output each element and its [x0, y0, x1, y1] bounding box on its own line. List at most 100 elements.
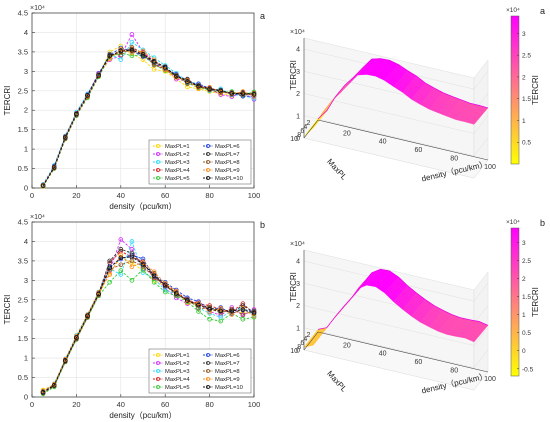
data-point	[174, 291, 179, 296]
legend-label: MaxPL=6	[215, 144, 240, 150]
x-axis-label: density（pcu/km）	[109, 202, 176, 211]
y-tick-label: 4.5	[18, 218, 28, 227]
data-point	[218, 308, 224, 314]
legend-swatch-marker	[206, 369, 210, 373]
legend-swatch-marker	[156, 168, 160, 172]
maxpl-tick-label: 4	[303, 336, 307, 343]
data-point	[118, 57, 124, 62]
data-point	[118, 255, 124, 261]
maxpl-tick-label: 10	[290, 348, 298, 355]
y-tick-label: 3.5	[18, 256, 28, 265]
data-point	[251, 310, 257, 316]
colorbar-tick-label: 1	[522, 312, 526, 319]
density-tick-label: 60	[415, 147, 423, 154]
density-tick-label: 100	[484, 376, 496, 383]
data-point	[51, 383, 57, 388]
colorbar-tick-label: 1	[522, 118, 526, 125]
data-point	[251, 91, 257, 97]
maxpl-tick-label: 8	[297, 344, 301, 351]
data-point	[129, 48, 135, 53]
data-point	[240, 91, 246, 96]
y-tick-label: 0	[24, 184, 28, 193]
legend-label: MaxPL=9	[215, 168, 240, 174]
density-axis	[317, 119, 489, 161]
data-point	[196, 309, 201, 314]
legend-swatch-marker	[156, 160, 160, 164]
legend-box	[148, 348, 252, 394]
data-point	[107, 53, 112, 59]
z-tick-label: 3	[296, 69, 300, 76]
data-point	[185, 79, 190, 84]
z-gridline	[303, 115, 475, 157]
maxpl-tick-label: 2	[307, 332, 311, 339]
colorbar-exponent-label: ×10⁴	[506, 7, 520, 14]
colorbar-tick-label: 2	[522, 276, 526, 283]
data-point	[107, 272, 112, 277]
data-point	[129, 239, 135, 244]
x-tick-label: 20	[72, 400, 80, 409]
data-point	[129, 278, 135, 283]
z-tick-label: 2	[296, 303, 300, 310]
panel-letter: b	[540, 218, 545, 228]
y-tick-label: 2.5	[18, 86, 28, 95]
data-point	[240, 316, 246, 322]
legend-label: MaxPL=4	[165, 168, 190, 174]
x-tick-label: 100	[248, 400, 261, 409]
y-axis-label: TERCRI	[3, 295, 12, 325]
maxpl-axis-label: MaxPL	[325, 157, 349, 182]
surface-panel-b: 2040608010024681001234×10⁴TERCRIdensity（…	[289, 218, 545, 396]
data-point	[107, 56, 112, 62]
data-point	[118, 48, 124, 54]
legend-swatch-marker	[156, 152, 160, 156]
x-axis-label: density（pcu/km）	[109, 411, 176, 420]
x-tick-label: 100	[248, 191, 261, 200]
maxpl-axis	[303, 331, 319, 351]
data-point	[174, 288, 179, 294]
z-gridline	[473, 282, 489, 302]
data-point	[251, 94, 257, 99]
legend-swatch-marker	[156, 176, 160, 180]
data-point	[196, 302, 201, 308]
colorbar-tick-label: 1.5	[522, 96, 531, 103]
data-point	[185, 298, 190, 303]
data-point	[74, 111, 79, 117]
z-gridline	[473, 349, 489, 368]
data-point	[140, 48, 146, 54]
colorbar	[510, 227, 520, 377]
y-tick-label: 4	[24, 237, 28, 246]
density-tick-label: 20	[343, 342, 351, 349]
data-point	[118, 262, 124, 268]
colorbar	[510, 15, 520, 165]
data-point	[207, 306, 212, 312]
legend: MaxPL=1 MaxPL=2 MaxPL=3 MaxPL=4 MaxPL=5 MaxPL…	[148, 348, 252, 394]
z-gridline	[473, 327, 489, 346]
data-point	[85, 93, 90, 98]
density-tick-label: 80	[450, 368, 458, 375]
legend-label: MaxPL=2	[165, 361, 190, 367]
x-tick-label: 40	[117, 191, 125, 200]
z-gridline	[473, 305, 489, 324]
data-point	[240, 89, 246, 94]
data-point	[40, 183, 46, 188]
legend-label: MaxPL=2	[165, 152, 190, 158]
colorbar-tick-label: 3	[522, 240, 526, 247]
data-point	[240, 312, 246, 317]
data-point	[107, 265, 112, 271]
data-point	[118, 237, 124, 242]
data-point	[129, 39, 135, 45]
surface-panel-a: 2040608010024681001234×10⁴TERCRIdensity（…	[289, 6, 545, 184]
z-tick-label: 0	[296, 136, 300, 143]
surface-front-edge	[317, 58, 489, 119]
panel-letter: a	[260, 11, 265, 21]
data-point	[107, 267, 112, 272]
y-tick-label: 1	[24, 145, 28, 154]
data-point	[140, 260, 146, 265]
y-exponent-label: ×10⁴	[30, 5, 45, 12]
legend-label: MaxPL=1	[165, 144, 190, 150]
legend-label: MaxPL=8	[215, 160, 240, 166]
legend-swatch-marker	[156, 377, 160, 381]
legend-swatch-marker	[206, 377, 210, 381]
colorbar-tick-label: 0	[522, 348, 526, 355]
data-point	[162, 282, 168, 288]
data-point	[218, 88, 224, 94]
